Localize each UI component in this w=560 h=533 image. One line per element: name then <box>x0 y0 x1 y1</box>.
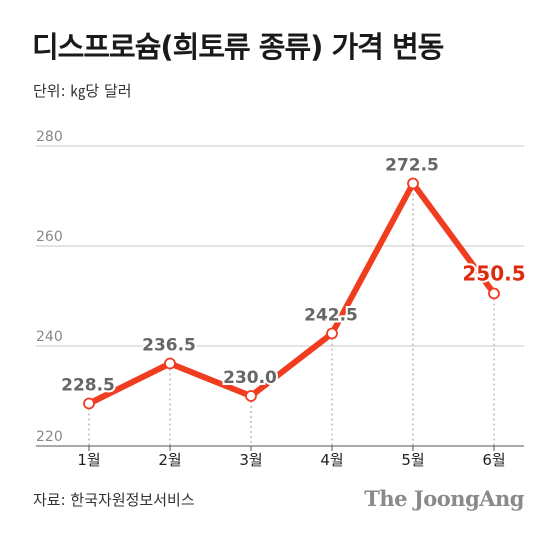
data-point <box>407 177 419 190</box>
data-point <box>83 397 95 410</box>
chart-title: 디스프로슘(희토류 종류) 가격 변동 <box>32 30 444 64</box>
data-point <box>164 357 176 370</box>
data-labels: 228.5 236.5 230.0 242.5 272.5 250.5 <box>59 154 528 398</box>
x-axis-ticks: 1월 2월 3월 4월 5월 6월 <box>77 451 505 469</box>
data-point <box>245 390 257 402</box>
source-note: 자료: 한국자원정보서비스 <box>33 491 195 509</box>
x-guide-lines <box>88 183 495 451</box>
data-label: 228.5 <box>61 376 115 396</box>
y-tick-label: 220 <box>36 429 63 445</box>
x-tick-label: 1월 <box>77 451 100 469</box>
data-label: 250.5 <box>462 262 525 286</box>
data-label: 272.5 <box>385 156 439 176</box>
y-tick-label: 240 <box>36 329 63 345</box>
series-line <box>86 180 497 407</box>
x-tick-label: 3월 <box>239 451 262 469</box>
grid-lines <box>36 145 524 447</box>
data-points <box>83 177 500 410</box>
series-line-group <box>86 180 497 407</box>
x-tick-label: 2월 <box>158 451 181 469</box>
data-label: 230.0 <box>223 368 277 388</box>
data-point <box>488 287 500 300</box>
x-tick-label: 6월 <box>482 451 505 469</box>
data-label: 236.5 <box>142 336 196 356</box>
data-point <box>326 327 338 340</box>
y-tick-label: 280 <box>36 129 63 145</box>
unit-label: 단위: ㎏당 달러 <box>33 82 132 100</box>
data-label: 242.5 <box>304 306 358 326</box>
x-tick-label: 5월 <box>401 451 424 469</box>
brand-logo: The JoongAng <box>364 486 524 511</box>
x-tick-label: 4월 <box>320 451 343 469</box>
y-axis-ticks: 220 240 260 280 <box>36 129 63 445</box>
y-tick-label: 260 <box>36 229 63 245</box>
